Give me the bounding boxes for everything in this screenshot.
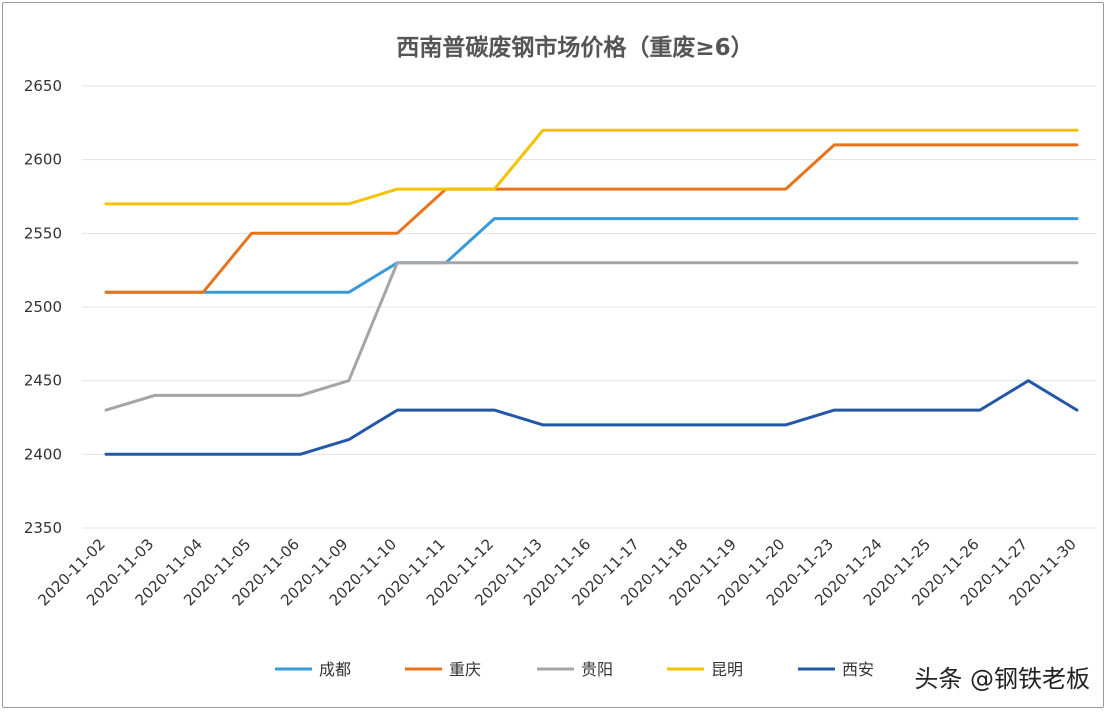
- series-line-4: [104, 379, 1079, 456]
- legend-label: 贵阳: [581, 660, 613, 679]
- watermark: 头条 @钢铁老板: [914, 665, 1090, 693]
- y-tick-label: 2400: [24, 445, 62, 463]
- y-tick-label: 2600: [24, 151, 62, 169]
- y-tick-label: 2550: [24, 224, 62, 242]
- series-line-3: [104, 128, 1079, 206]
- legend-label: 昆明: [711, 660, 743, 679]
- series-line-1: [104, 143, 1079, 294]
- y-tick-label: 2350: [24, 519, 62, 537]
- series-line-2: [104, 261, 1079, 412]
- series-lines: [104, 128, 1079, 456]
- legend-label: 西安: [842, 660, 874, 679]
- y-tick-label: 2450: [24, 372, 62, 390]
- series-line-0: [104, 217, 1079, 294]
- legend: 成都 重庆 贵阳 昆明 西安: [275, 660, 874, 679]
- legend-label: 重庆: [449, 660, 481, 679]
- y-tick-label: 2650: [24, 77, 62, 95]
- legend-label: 成都: [319, 660, 351, 679]
- gridlines: [82, 85, 1096, 529]
- x-axis-ticks: 2020-11-022020-11-032020-11-042020-11-05…: [34, 535, 1079, 609]
- y-axis-ticks: 2350 2400 2450 2500 2550 2600 2650: [24, 77, 62, 537]
- chart-title: 西南普碳废钢市场价格（重废≥6）: [396, 34, 753, 61]
- y-tick-label: 2500: [24, 298, 62, 316]
